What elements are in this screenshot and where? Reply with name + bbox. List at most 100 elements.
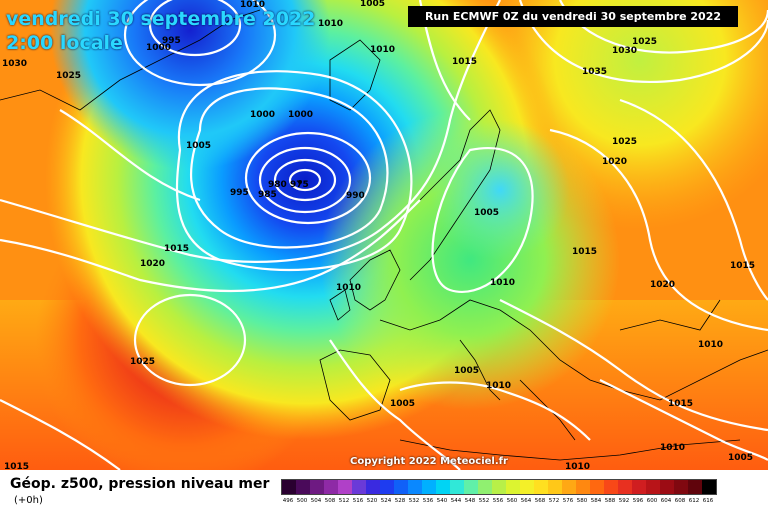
color-scale-tick: 528 xyxy=(394,498,406,504)
color-scale-tick: 552 xyxy=(478,498,490,504)
isobar-labels: 1010 1005 995 1000 1030 1025 1010 1010 1… xyxy=(2,0,755,470)
color-scale-tick: 592 xyxy=(618,498,630,504)
color-scale-tick: 584 xyxy=(590,498,602,504)
isobar-label: 1010 xyxy=(318,19,343,29)
color-scale-tick: 600 xyxy=(646,498,658,504)
isobar-label: 1015 xyxy=(572,247,597,257)
color-swatch xyxy=(478,480,492,494)
legend-panel: Géop. z500, pression niveau mer (+0h) 49… xyxy=(0,470,768,512)
isobar-label: 1025 xyxy=(632,37,657,47)
color-scale-tick: 520 xyxy=(366,498,378,504)
run-info-banner: Run ECMWF 0Z du vendredi 30 septembre 20… xyxy=(408,6,738,27)
isobar-label: 1015 xyxy=(164,244,189,254)
isobar-label: 1025 xyxy=(612,137,637,147)
isobar-label: 980 xyxy=(268,180,287,190)
color-scale-tick: 604 xyxy=(660,498,672,504)
isobar-label: 990 xyxy=(346,191,365,201)
isobar-label: 1025 xyxy=(56,71,81,81)
color-scale-ticks: 496 500 504 508 512 516 520 524 528 532 536 540 544 5… xyxy=(281,497,715,507)
isobar-label: 1005 xyxy=(454,366,479,376)
map-time-title: 2:00 locale xyxy=(6,32,123,54)
isobar-label: 1005 xyxy=(390,399,415,409)
isobar-label: 1015 xyxy=(668,399,693,409)
isobar-label: 1005 xyxy=(474,208,499,218)
color-scale-bar xyxy=(281,479,717,495)
color-scale-tick: 508 xyxy=(324,498,336,504)
color-swatch xyxy=(646,480,660,494)
isobar-label: 1005 xyxy=(728,453,753,463)
color-scale-tick: 568 xyxy=(534,498,546,504)
weather-map: 1010 1005 995 1000 1030 1025 1010 1010 1… xyxy=(0,0,768,470)
isobars xyxy=(0,0,768,470)
isobar-label: 975 xyxy=(290,180,309,190)
color-swatch xyxy=(492,480,506,494)
low-center-marker xyxy=(298,180,302,184)
color-swatch xyxy=(380,480,394,494)
isobar-label: 1000 xyxy=(288,110,313,120)
color-scale-tick: 540 xyxy=(436,498,448,504)
color-scale-tick: 524 xyxy=(380,498,392,504)
color-swatch xyxy=(632,480,646,494)
color-swatch xyxy=(688,480,702,494)
isobar-label: 1010 xyxy=(698,340,723,350)
color-swatch xyxy=(674,480,688,494)
color-swatch xyxy=(436,480,450,494)
color-swatch xyxy=(660,480,674,494)
color-swatch xyxy=(394,480,408,494)
color-swatch xyxy=(408,480,422,494)
isobar-label: 995 xyxy=(230,188,249,198)
color-scale-tick: 500 xyxy=(296,498,308,504)
isobar-label: 1000 xyxy=(146,43,171,53)
isobar-label: 1010 xyxy=(336,283,361,293)
isobar-label: 1020 xyxy=(650,280,675,290)
color-scale-tick: 616 xyxy=(702,498,714,504)
color-scale-tick: 504 xyxy=(310,498,322,504)
isobar-label: 1015 xyxy=(4,462,29,470)
color-swatch xyxy=(338,480,352,494)
color-swatch xyxy=(576,480,590,494)
color-swatch xyxy=(590,480,604,494)
color-swatch xyxy=(562,480,576,494)
color-swatch xyxy=(450,480,464,494)
color-swatch xyxy=(282,480,296,494)
isobar-label: 1030 xyxy=(2,59,27,69)
legend-title: Géop. z500, pression niveau mer xyxy=(10,476,270,492)
color-swatch xyxy=(702,480,716,494)
legend-subtitle: (+0h) xyxy=(14,495,43,506)
color-swatch xyxy=(618,480,632,494)
color-scale-tick: 588 xyxy=(604,498,616,504)
color-swatch xyxy=(366,480,380,494)
isobar-label: 1005 xyxy=(360,0,385,9)
color-scale-tick: 516 xyxy=(352,498,364,504)
color-scale-tick: 612 xyxy=(688,498,700,504)
copyright-notice: Copyright 2022 Meteociel.fr xyxy=(350,456,508,467)
color-scale-tick: 580 xyxy=(576,498,588,504)
isobar-label: 1015 xyxy=(730,261,755,271)
color-swatch xyxy=(506,480,520,494)
color-scale-tick: 496 xyxy=(282,498,294,504)
color-scale-tick: 532 xyxy=(408,498,420,504)
isobar-label: 1010 xyxy=(486,381,511,391)
color-swatch xyxy=(310,480,324,494)
isobar-label: 1015 xyxy=(452,57,477,67)
color-scale-tick: 548 xyxy=(464,498,476,504)
isobar-label: 1020 xyxy=(602,157,627,167)
isobar-label: 1030 xyxy=(612,46,637,56)
isobar-label: 1010 xyxy=(490,278,515,288)
color-scale-tick: 560 xyxy=(506,498,518,504)
color-scale-tick: 596 xyxy=(632,498,644,504)
isobar-label: 1025 xyxy=(130,357,155,367)
color-scale-tick: 556 xyxy=(492,498,504,504)
color-scale-tick: 544 xyxy=(450,498,462,504)
color-scale-tick: 572 xyxy=(548,498,560,504)
map-date-title: vendredi 30 septembre 2022 xyxy=(6,8,316,30)
isobar-label: 1000 xyxy=(250,110,275,120)
isobar-label: 1005 xyxy=(186,141,211,151)
isobar-label: 1010 xyxy=(565,462,590,470)
isobar-label: 995 xyxy=(162,36,181,46)
color-swatch xyxy=(296,480,310,494)
isobar-label: 1010 xyxy=(240,0,265,10)
isobar-label: 1020 xyxy=(140,259,165,269)
isobar-label: 1010 xyxy=(660,443,685,453)
color-swatch xyxy=(520,480,534,494)
